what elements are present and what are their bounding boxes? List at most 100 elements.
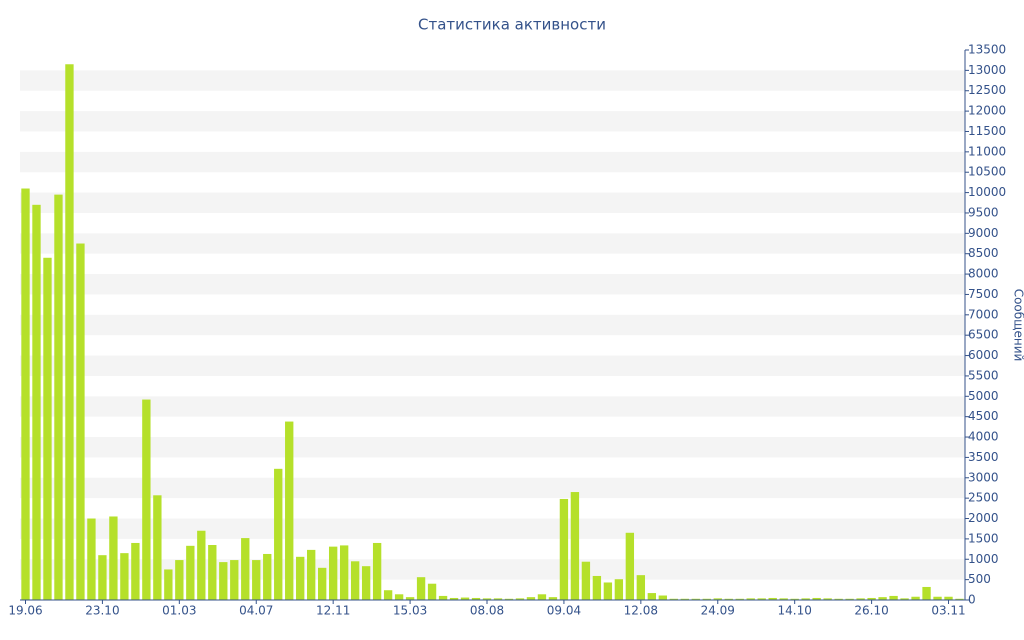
bar [812, 597, 821, 600]
y-tick-label: 13500 [968, 43, 1006, 57]
y-tick-label: 10000 [968, 185, 1006, 199]
x-tick-label: 12.08 [624, 604, 658, 618]
bar [394, 594, 404, 600]
bar [416, 577, 426, 600]
y-tick-label: 3500 [968, 450, 999, 464]
bar [98, 555, 107, 600]
x-tick-label: 24.09 [701, 604, 735, 618]
bar [109, 516, 118, 600]
bar [559, 498, 569, 600]
x-tick-label: 19.06 [8, 604, 42, 618]
bar [944, 596, 953, 600]
x-tick-label: 08.08 [470, 604, 504, 618]
bar [54, 194, 63, 600]
bar [307, 549, 316, 600]
bar [757, 598, 766, 600]
bar [142, 399, 151, 600]
bar [581, 561, 591, 600]
bar [867, 597, 876, 600]
bar [120, 553, 129, 600]
bar [21, 188, 30, 600]
bar [493, 598, 503, 600]
bar [779, 598, 788, 600]
bar [735, 598, 744, 600]
bar [790, 598, 799, 600]
bar [933, 596, 942, 600]
bar [856, 598, 865, 600]
bar [405, 597, 415, 600]
bar [515, 598, 525, 600]
bar [449, 597, 459, 600]
bar [175, 560, 184, 600]
bar [252, 560, 261, 600]
y-tick-label: 5000 [968, 389, 999, 403]
bar [504, 598, 514, 600]
y-tick-label: 8000 [968, 267, 999, 281]
bar [296, 556, 305, 600]
y-tick-label: 11000 [968, 144, 1006, 158]
bar [350, 561, 360, 600]
y-tick-label: 5500 [968, 368, 999, 382]
grid-band [20, 559, 965, 580]
grid-band [20, 192, 965, 213]
bar [922, 586, 931, 600]
y-tick-label: 7500 [968, 287, 999, 301]
grid-band [20, 70, 965, 91]
bar [669, 598, 678, 600]
bar [680, 598, 689, 600]
bar [845, 598, 854, 600]
bar [834, 598, 843, 600]
bar [318, 567, 327, 600]
grid-band [20, 437, 965, 458]
x-tick-label: 15.03 [393, 604, 427, 618]
y-tick-label: 4000 [968, 430, 999, 444]
bar [208, 545, 217, 600]
bar [801, 598, 810, 600]
bar [482, 598, 492, 600]
y-tick-label: 0 [968, 593, 976, 607]
bar [219, 562, 228, 600]
bar [658, 595, 667, 600]
bar [65, 64, 74, 600]
bar [955, 598, 964, 600]
bar [471, 597, 481, 600]
x-tick-label: 03.11 [931, 604, 965, 618]
bar [603, 582, 613, 600]
chart-title: Статистика активности [418, 16, 606, 34]
bar [87, 518, 96, 600]
grid-band [20, 233, 965, 254]
y-tick-label: 10500 [968, 165, 1006, 179]
y-tick-label: 1500 [968, 531, 999, 545]
bar [768, 597, 777, 600]
grid-band [20, 396, 965, 417]
y-tick-label: 13000 [968, 63, 1006, 77]
y-tick-label: 3000 [968, 470, 999, 484]
bar [230, 560, 239, 600]
bar [339, 545, 349, 600]
grid-band [20, 151, 965, 173]
bar [438, 595, 448, 600]
y-axis-label: Сообщений [1012, 289, 1024, 362]
grid-band [20, 274, 965, 295]
y-tick-label: 6000 [968, 348, 999, 362]
y-tick-label: 8500 [968, 246, 999, 260]
bar [383, 590, 393, 600]
bar [186, 545, 195, 600]
y-tick-label: 9000 [968, 226, 999, 240]
bar [889, 595, 898, 600]
y-tick-label: 11500 [968, 124, 1006, 138]
bar [746, 598, 755, 600]
bar [548, 597, 558, 600]
x-tick-label: 09.04 [547, 604, 581, 618]
grid-band [20, 477, 965, 499]
y-tick-label: 4500 [968, 409, 999, 423]
bar [570, 492, 580, 600]
y-tick-label: 7000 [968, 307, 999, 321]
bar [691, 598, 700, 600]
y-tick-label: 2500 [968, 491, 999, 505]
bar [702, 598, 711, 600]
y-tick-label: 1000 [968, 552, 999, 566]
bar [614, 579, 624, 600]
x-tick-label: 23.10 [85, 604, 119, 618]
bar [274, 468, 283, 600]
